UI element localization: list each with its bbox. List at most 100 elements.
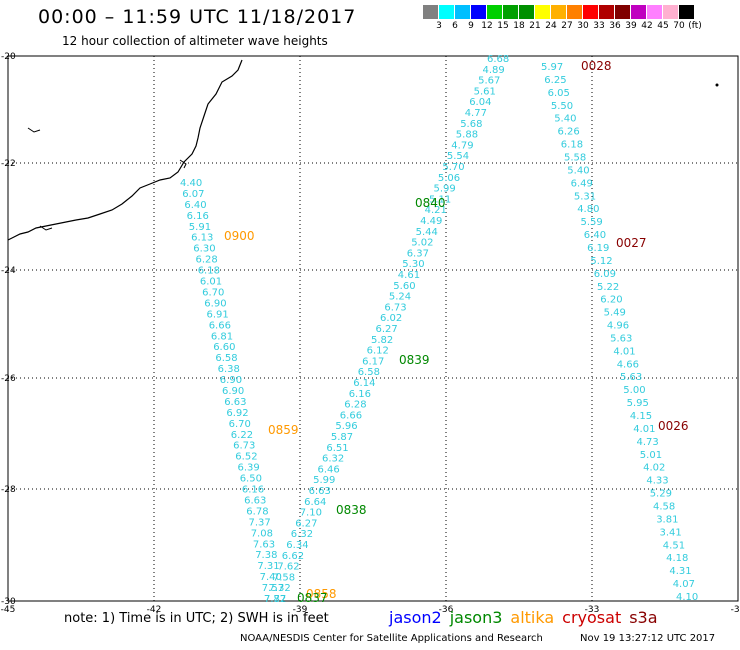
color-scale-label: 27 xyxy=(561,21,573,31)
swh-value: 6.04 xyxy=(469,97,491,108)
swh-value: 4.73 xyxy=(637,437,659,448)
pass-time-label: 0839 xyxy=(399,353,430,367)
swh-value: 6.28 xyxy=(344,400,366,411)
lon-tick-label: -36 xyxy=(439,605,454,615)
swh-value: 6.22 xyxy=(231,430,253,441)
swh-value: 5.22 xyxy=(597,282,619,293)
swh-value: 7.57 xyxy=(262,583,284,594)
island-dot xyxy=(715,83,719,87)
color-swatch xyxy=(439,5,455,19)
swh-value: 6.18 xyxy=(561,140,583,151)
lat-tick-label: -24 xyxy=(1,266,16,276)
swh-value: 5.87 xyxy=(331,432,353,443)
pass-time-label: 0859 xyxy=(268,423,299,437)
legend-item-jason2: jason2 xyxy=(389,608,442,627)
swh-value: 5.06 xyxy=(438,173,460,184)
swh-value: 5.40 xyxy=(567,165,589,176)
swh-value: 7.31 xyxy=(257,561,279,572)
swh-value: 4.21 xyxy=(425,205,447,216)
lon-tick-label: -30 xyxy=(731,605,740,615)
lon-tick-label: -42 xyxy=(147,605,162,615)
color-scale-label: 39 xyxy=(625,21,637,31)
pass-time-label: 0840 xyxy=(415,196,446,210)
swh-value: 5.02 xyxy=(411,238,433,249)
map-title: 00:00 – 11:59 UTC 11/18/2017 xyxy=(38,6,357,28)
swh-value: 5.11 xyxy=(429,194,451,205)
swh-value: 4.77 xyxy=(465,108,487,119)
swh-value: 4.58 xyxy=(653,502,675,513)
note-text: note: 1) Time is in UTC; 2) SWH is in fe… xyxy=(64,611,329,626)
color-scale-label: 15 xyxy=(497,21,509,31)
color-swatch xyxy=(583,5,599,19)
color-swatch xyxy=(535,5,551,19)
swh-value: 6.73 xyxy=(384,302,406,313)
color-scale-label: 12 xyxy=(481,21,493,31)
pass-time-label: 0026 xyxy=(658,419,689,433)
swh-value: 6.70 xyxy=(202,288,224,299)
color-scale-label: 3 xyxy=(436,21,442,31)
swh-value: 6.30 xyxy=(193,244,215,255)
swh-value: 5.00 xyxy=(623,385,645,396)
swh-value: 4.49 xyxy=(420,216,442,227)
swh-value: 6.73 xyxy=(233,441,255,452)
swh-value: 6.92 xyxy=(226,408,248,419)
swh-value: 5.68 xyxy=(460,119,482,130)
swh-value: 6.16 xyxy=(349,389,371,400)
color-scale-label: 21 xyxy=(529,21,541,31)
lat-tick-label: -30 xyxy=(1,597,16,607)
swh-value: 3.41 xyxy=(660,527,682,538)
color-swatch xyxy=(551,5,567,19)
swh-value: 5.95 xyxy=(627,398,649,409)
swh-value: 6.70 xyxy=(229,419,251,430)
lon-tick-label: -45 xyxy=(1,605,16,615)
color-scale-label: 70 xyxy=(673,21,685,31)
color-scale-label: 33 xyxy=(593,21,605,31)
satellite-legend: jason2 jason3 altika cryosat s3a xyxy=(389,608,666,627)
color-swatch xyxy=(663,5,679,19)
swh-value: 6.02 xyxy=(380,313,402,324)
swh-value: 5.59 xyxy=(581,217,603,228)
swh-value: 6.90 xyxy=(222,386,244,397)
swh-value: 6.28 xyxy=(196,255,218,266)
color-scale-bar xyxy=(423,5,695,19)
swh-value: 7.37 xyxy=(249,517,271,528)
swh-value: 5.44 xyxy=(416,227,438,238)
swh-value: 4.66 xyxy=(617,359,639,370)
color-swatch xyxy=(647,5,663,19)
swh-value: 6.49 xyxy=(571,178,593,189)
swh-value: 6.40 xyxy=(584,230,606,241)
color-scale-label: 45 xyxy=(657,21,669,31)
legend-item-cryosat: cryosat xyxy=(562,608,622,627)
swh-value: 5.99 xyxy=(434,184,456,195)
swh-value: 4.40 xyxy=(180,178,202,189)
swh-value: 7.38 xyxy=(255,550,277,561)
map-grid xyxy=(8,56,738,601)
swh-value: 4.51 xyxy=(663,540,685,551)
swh-value: 5.96 xyxy=(335,421,357,432)
swh-value: 5.60 xyxy=(393,281,415,292)
swh-value: 7.77 xyxy=(264,594,286,605)
swh-value: 6.68 xyxy=(487,54,509,65)
swh-value: 4.07 xyxy=(673,579,695,590)
swh-value: 6.13 xyxy=(191,233,213,244)
color-swatch xyxy=(455,5,471,19)
pass-time-label: 0838 xyxy=(336,503,367,517)
color-swatch xyxy=(487,5,503,19)
swh-value: 5.30 xyxy=(402,259,424,270)
swh-value: 6.66 xyxy=(209,320,231,331)
color-swatch xyxy=(615,5,631,19)
satellite-tracks: 4.406.076.406.165.916.136.306.286.186.01… xyxy=(180,54,698,605)
swh-value: 7.08 xyxy=(251,528,273,539)
color-swatch xyxy=(567,5,583,19)
swh-value: 6.27 xyxy=(376,324,398,335)
swh-value: 6.16 xyxy=(242,485,264,496)
swh-value: 6.19 xyxy=(587,243,609,254)
lat-tick-label: -22 xyxy=(1,159,16,169)
swh-value: 6.38 xyxy=(218,364,240,375)
pass-time-label: 0027 xyxy=(616,236,647,250)
swh-value: 6.81 xyxy=(211,331,233,342)
swh-value: 5.88 xyxy=(456,130,478,141)
color-swatch xyxy=(471,5,487,19)
swh-value: 6.34 xyxy=(286,540,308,551)
